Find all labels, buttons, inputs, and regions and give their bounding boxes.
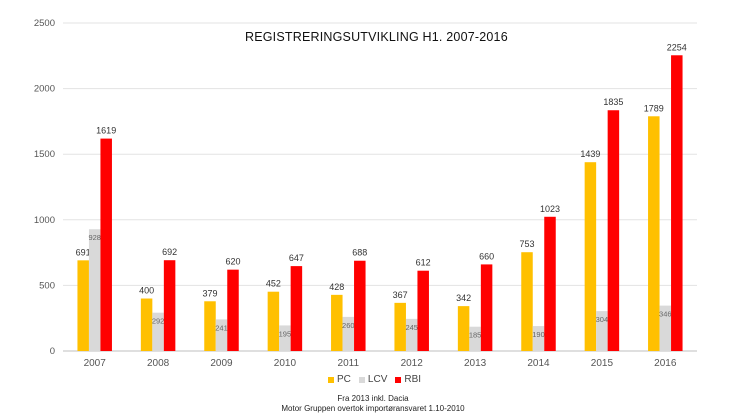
bar-rbi xyxy=(163,260,176,351)
bar-lcv xyxy=(152,312,164,351)
bar-lcv xyxy=(405,318,418,351)
x-tick-label: 2010 xyxy=(274,358,297,369)
bar-pc xyxy=(140,298,153,351)
data-label-pc: 1789 xyxy=(644,103,664,113)
data-label-lcv: 185 xyxy=(469,331,482,340)
legend-swatch-pc xyxy=(328,376,334,383)
data-label-lcv: 245 xyxy=(405,323,418,332)
footnote-line-1: Fra 2013 inkl. Dacia xyxy=(337,394,409,403)
bar-lcv xyxy=(469,326,481,351)
y-tick-label: 1500 xyxy=(34,149,55,160)
data-label-lcv: 304 xyxy=(596,315,609,324)
legend-item-pc: PC xyxy=(328,374,351,385)
data-label-lcv: 292 xyxy=(152,317,165,326)
bar-lcv xyxy=(215,319,228,351)
data-label-pc: 691 xyxy=(76,247,91,257)
data-label-lcv: 260 xyxy=(342,321,355,330)
x-tick-label: 2013 xyxy=(464,358,487,369)
bar-pc xyxy=(204,301,216,351)
legend-swatch-rbi xyxy=(395,376,402,383)
x-tick-label: 2014 xyxy=(527,358,550,369)
y-tick-label: 500 xyxy=(39,280,55,291)
bar-pc xyxy=(394,302,406,351)
data-label-pc: 400 xyxy=(139,286,154,296)
data-label-rbi: 692 xyxy=(162,247,177,257)
data-label-rbi: 612 xyxy=(416,258,431,268)
y-tick-label: 1000 xyxy=(34,215,55,226)
data-label-lcv: 190 xyxy=(532,330,545,339)
data-label-pc: 367 xyxy=(393,290,408,300)
data-label-rbi: 1023 xyxy=(540,204,560,214)
data-label-rbi: 620 xyxy=(225,257,240,267)
data-label-pc: 452 xyxy=(266,279,281,289)
bar-rbi xyxy=(290,266,303,351)
data-label-lcv: 346 xyxy=(659,310,672,319)
data-label-rbi: 1835 xyxy=(603,97,623,107)
data-label-pc: 753 xyxy=(519,239,534,249)
data-label-lcv: 928 xyxy=(88,233,101,242)
bar-rbi xyxy=(480,264,493,351)
chart-title: REGISTRERINGSUTVIKLING H1. 2007-2016 xyxy=(245,30,508,44)
data-label-rbi: 688 xyxy=(352,248,367,258)
x-tick-label: 2009 xyxy=(210,358,233,369)
bar-rbi xyxy=(227,269,239,351)
data-label-rbi: 1619 xyxy=(96,126,116,136)
legend-label-pc: PC xyxy=(337,374,351,385)
data-label-rbi: 660 xyxy=(479,251,494,261)
legend-label-lcv: LCV xyxy=(367,374,388,385)
bar-pc xyxy=(77,260,89,351)
bar-lcv xyxy=(342,316,355,351)
bar-rbi xyxy=(100,138,112,351)
bar-lcv xyxy=(659,305,672,351)
x-tick-label: 2007 xyxy=(84,358,107,369)
legend-item-lcv: LCV xyxy=(358,374,388,385)
data-label-pc: 342 xyxy=(456,293,471,303)
bar-pc xyxy=(648,116,660,351)
bar-lcv xyxy=(88,229,101,351)
footnote-line-2: Motor Gruppen overtok importøransvaret 1… xyxy=(281,404,465,413)
x-tick-label: 2015 xyxy=(591,358,614,369)
y-tick-label: 2000 xyxy=(34,84,55,95)
bar-rbi xyxy=(671,55,683,351)
bar-pc xyxy=(457,306,470,351)
bar-pc xyxy=(331,294,343,351)
bar-lcv xyxy=(596,311,608,351)
legend-label-rbi: RBI xyxy=(404,374,422,385)
data-label-pc: 1439 xyxy=(580,149,600,159)
bar-lcv xyxy=(279,325,291,351)
bar-pc xyxy=(267,291,280,351)
x-tick-label: 2008 xyxy=(147,358,170,369)
bar-rbi xyxy=(607,110,620,351)
bar-pc xyxy=(521,252,533,351)
legend-item-rbi: RBI xyxy=(395,374,421,385)
data-label-pc: 428 xyxy=(329,282,344,292)
bar-rbi xyxy=(354,260,366,351)
bar-rbi xyxy=(417,270,429,351)
chart-legend: PC LCV RBI xyxy=(328,374,425,385)
x-tick-label: 2012 xyxy=(401,358,424,369)
bar-pc xyxy=(584,162,597,351)
legend-swatch-lcv xyxy=(358,376,365,383)
x-tick-label: 2016 xyxy=(654,358,677,369)
data-label-lcv: 195 xyxy=(279,329,292,338)
footnotes: Fra 2013 inkl. Dacia Motor Gruppen overt… xyxy=(0,394,746,414)
data-label-rbi: 2254 xyxy=(667,42,687,52)
y-tick-label: 2500 xyxy=(34,18,55,29)
x-tick-label: 2011 xyxy=(338,358,360,369)
data-label-lcv: 241 xyxy=(215,323,228,332)
data-label-pc: 379 xyxy=(202,288,217,298)
bar-rbi xyxy=(544,216,556,351)
data-label-rbi: 647 xyxy=(289,253,304,263)
bar-lcv xyxy=(532,326,545,351)
y-tick-label: 0 xyxy=(50,346,55,357)
